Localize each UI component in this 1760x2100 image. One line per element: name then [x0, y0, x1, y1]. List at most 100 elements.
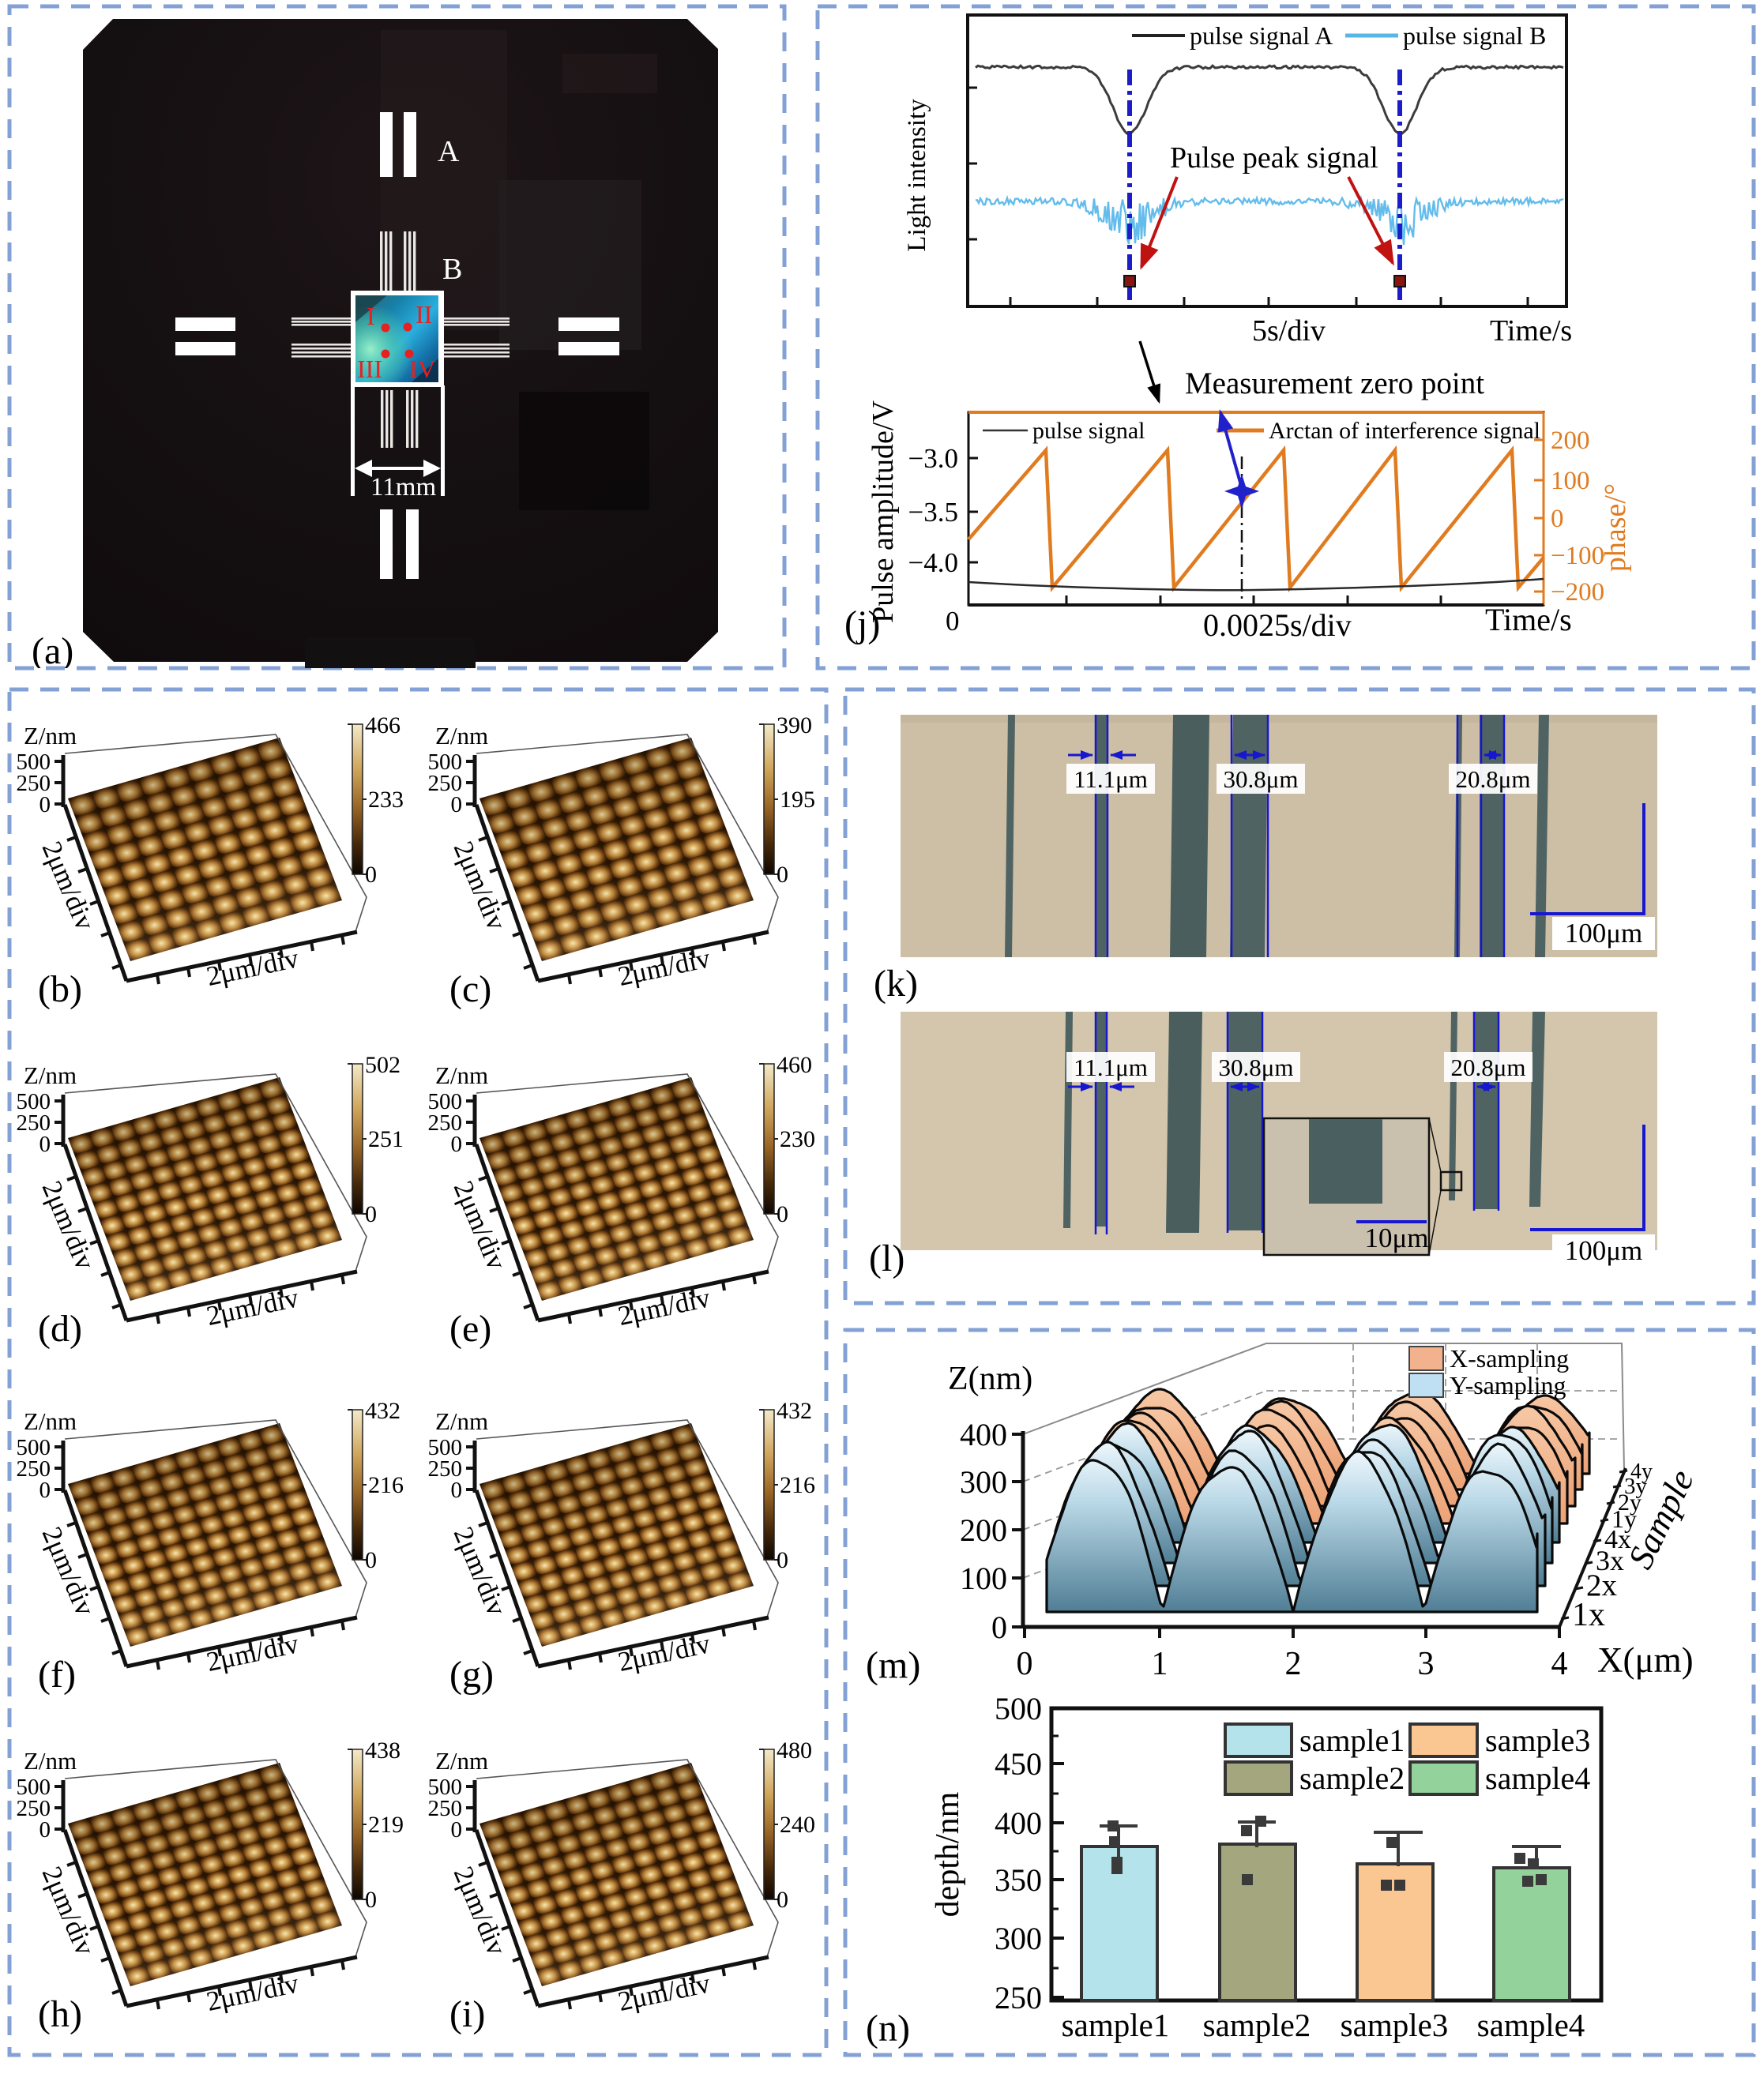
svg-text:0: 0: [777, 1201, 788, 1227]
svg-text:Z/nm: Z/nm: [24, 1747, 77, 1775]
svg-text:0: 0: [39, 792, 51, 817]
svg-text:3: 3: [1418, 1646, 1435, 1682]
svg-text:−4.0: −4.0: [908, 547, 959, 578]
svg-text:−3.5: −3.5: [908, 497, 959, 528]
svg-text:2μm/div: 2μm/div: [204, 942, 302, 992]
svg-text:390: 390: [777, 712, 812, 738]
svg-text:500: 500: [17, 749, 51, 775]
svg-text:3x: 3x: [1596, 1545, 1624, 1576]
svg-text:4x: 4x: [1604, 1525, 1631, 1554]
svg-text:pulse signal: pulse signal: [1032, 418, 1145, 444]
svg-text:2μm/div: 2μm/div: [615, 1967, 713, 2017]
svg-text:(a): (a): [32, 630, 73, 668]
svg-text:11mm: 11mm: [370, 473, 436, 502]
svg-text:I: I: [367, 302, 375, 330]
svg-text:(h): (h): [38, 1993, 82, 2035]
svg-text:5s/div: 5s/div: [1252, 314, 1326, 347]
svg-text:(i): (i): [449, 1993, 485, 2035]
svg-text:1: 1: [1152, 1646, 1168, 1682]
svg-text:100: 100: [960, 1561, 1007, 1596]
svg-text:2μm/div: 2μm/div: [204, 1282, 302, 1332]
svg-text:Z/nm: Z/nm: [435, 1061, 488, 1089]
svg-text:(b): (b): [38, 968, 82, 1010]
svg-text:1x: 1x: [1572, 1597, 1605, 1633]
svg-text:100: 100: [1551, 467, 1590, 495]
svg-text:Z/nm: Z/nm: [24, 722, 77, 749]
svg-text:20.8μm: 20.8μm: [1456, 765, 1531, 793]
svg-text:233: 233: [368, 787, 404, 813]
svg-text:432: 432: [365, 1398, 401, 1424]
svg-text:Z/nm: Z/nm: [24, 1407, 77, 1435]
svg-text:500: 500: [428, 749, 463, 775]
svg-text:(f): (f): [38, 1654, 76, 1696]
svg-text:X(μm): X(μm): [1597, 1640, 1694, 1680]
svg-text:500: 500: [17, 1435, 51, 1460]
svg-text:4: 4: [1551, 1646, 1568, 1682]
svg-text:0: 0: [777, 1887, 788, 1913]
svg-text:250: 250: [17, 771, 51, 796]
svg-text:195: 195: [780, 787, 815, 813]
svg-text:IV: IV: [409, 355, 436, 383]
svg-text:(c): (c): [449, 968, 491, 1010]
svg-text:pulse signal B: pulse signal B: [1403, 21, 1546, 50]
svg-text:500: 500: [428, 1775, 463, 1800]
svg-text:Pulse amplitude/V: Pulse amplitude/V: [867, 400, 900, 623]
svg-text:400: 400: [960, 1417, 1007, 1452]
svg-text:sample1: sample1: [1062, 2007, 1170, 2043]
svg-text:0: 0: [451, 1132, 463, 1157]
svg-text:500: 500: [17, 1089, 51, 1114]
svg-text:250: 250: [428, 1796, 463, 1821]
svg-text:2μm/div: 2μm/div: [204, 1967, 302, 2017]
svg-text:sample1: sample1: [1299, 1722, 1405, 1758]
svg-text:1y: 1y: [1611, 1505, 1637, 1533]
svg-text:500: 500: [17, 1775, 51, 1800]
svg-text:2μm/div: 2μm/div: [615, 1628, 713, 1677]
svg-text:240: 240: [780, 1812, 815, 1838]
svg-text:30.8μm: 30.8μm: [1219, 1054, 1294, 1081]
svg-text:Z/nm: Z/nm: [435, 1747, 488, 1775]
svg-text:300: 300: [960, 1464, 1007, 1500]
svg-text:Light intensity: Light intensity: [903, 99, 931, 252]
svg-text:0: 0: [39, 1817, 51, 1843]
svg-text:phase/°: phase/°: [1599, 483, 1632, 572]
svg-text:30.8μm: 30.8μm: [1224, 765, 1299, 793]
svg-text:10μm: 10μm: [1365, 1223, 1429, 1253]
svg-text:sample4: sample4: [1477, 2007, 1585, 2043]
svg-text:sample2: sample2: [1203, 2007, 1311, 2043]
svg-text:0: 0: [39, 1132, 51, 1157]
svg-text:Time/s: Time/s: [1485, 602, 1572, 637]
svg-text:219: 219: [368, 1812, 404, 1838]
svg-text:400: 400: [995, 1805, 1042, 1841]
svg-text:(g): (g): [449, 1654, 494, 1696]
svg-text:(k): (k): [874, 963, 918, 1005]
svg-text:sample2: sample2: [1299, 1760, 1405, 1796]
svg-text:0: 0: [365, 1201, 377, 1227]
svg-text:466: 466: [365, 712, 401, 738]
svg-text:230: 230: [780, 1126, 815, 1152]
svg-text:250: 250: [17, 1110, 51, 1136]
svg-text:(e): (e): [449, 1308, 491, 1350]
svg-text:480: 480: [777, 1737, 812, 1764]
svg-text:0: 0: [451, 1817, 463, 1843]
svg-text:sample3: sample3: [1485, 1722, 1590, 1758]
svg-text:251: 251: [368, 1126, 404, 1152]
svg-text:2μm/div: 2μm/div: [615, 1282, 713, 1332]
svg-text:11.1μm: 11.1μm: [1074, 1054, 1148, 1081]
svg-text:sample4: sample4: [1485, 1760, 1590, 1796]
svg-text:250: 250: [428, 1110, 463, 1136]
svg-text:500: 500: [995, 1691, 1042, 1726]
svg-text:0: 0: [1017, 1646, 1033, 1682]
svg-text:0: 0: [365, 862, 377, 888]
svg-text:depth/nm: depth/nm: [930, 1791, 966, 1917]
svg-text:0: 0: [451, 1478, 463, 1503]
svg-text:(d): (d): [38, 1308, 82, 1350]
svg-text:350: 350: [995, 1862, 1042, 1898]
svg-text:250: 250: [995, 1980, 1042, 2015]
svg-text:Time/s: Time/s: [1490, 314, 1572, 347]
svg-text:0: 0: [991, 1610, 1007, 1645]
svg-text:460: 460: [777, 1052, 812, 1078]
svg-text:0: 0: [777, 862, 788, 888]
svg-text:3y: 3y: [1624, 1474, 1648, 1499]
svg-text:Y-sampling: Y-sampling: [1450, 1371, 1566, 1399]
svg-text:300: 300: [995, 1921, 1042, 1956]
